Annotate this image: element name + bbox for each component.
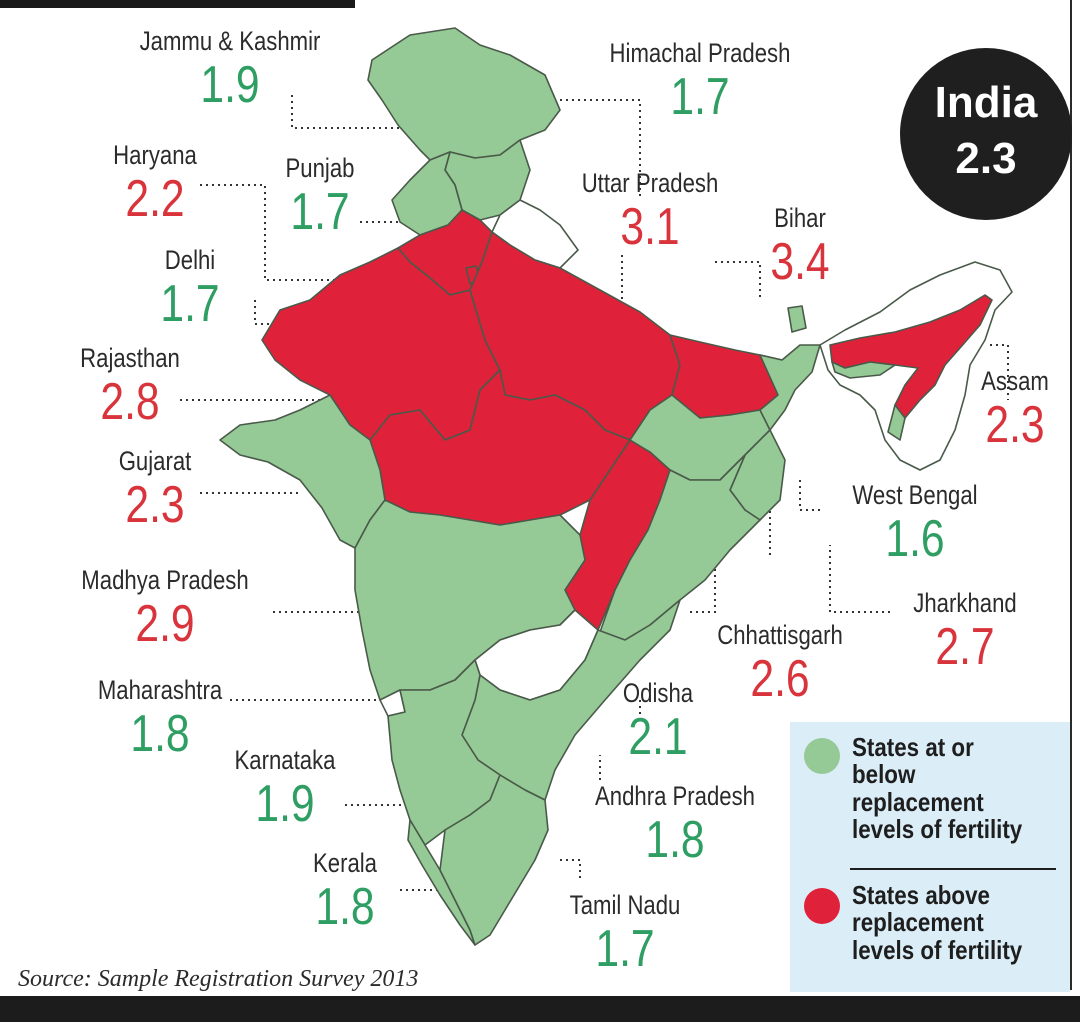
state-name: West Bengal	[852, 480, 978, 510]
label-punjab: Punjab 1.7	[250, 153, 390, 241]
state-name: Jammu & Kashmir	[139, 26, 321, 56]
green-dot-icon	[804, 738, 840, 774]
state-name: Gujarat	[118, 446, 192, 476]
region-gujarat	[219, 394, 386, 549]
region-jammu-kashmir	[367, 27, 561, 161]
region-odisha	[599, 454, 761, 641]
state-name: Karnataka	[234, 745, 336, 775]
label-karnataka: Karnataka 1.9	[205, 745, 365, 833]
fertility-value: 1.8	[315, 878, 375, 936]
bottom-bar	[0, 996, 1080, 1022]
label-jharkhand: Jharkhand 2.7	[870, 588, 1060, 676]
badge-country: India	[934, 78, 1038, 127]
state-name: Rajasthan	[80, 343, 180, 373]
fertility-value: 2.7	[935, 618, 995, 676]
label-tamil-nadu: Tamil Nadu 1.7	[545, 890, 705, 978]
india-average-badge: India 2.3	[900, 48, 1072, 220]
label-madhya-pradesh: Madhya Pradesh 2.9	[35, 565, 295, 653]
legend-divider	[850, 868, 1056, 870]
fertility-value: 1.7	[290, 183, 350, 241]
red-dot-icon	[804, 888, 840, 924]
state-name: Chhattisgarh	[717, 620, 843, 650]
fertility-value: 2.6	[750, 650, 810, 708]
fertility-value: 2.1	[628, 708, 688, 766]
legend-below-label: States at or below replacement levels of…	[852, 732, 1023, 844]
fertility-value: 2.8	[100, 373, 160, 431]
fertility-value: 1.8	[130, 705, 190, 763]
state-name: Madhya Pradesh	[81, 565, 249, 595]
state-name: Delhi	[164, 245, 216, 275]
legend: States at or below replacement levels of…	[790, 722, 1070, 992]
state-name: Odisha	[622, 678, 694, 708]
state-name: Uttar Pradesh	[581, 168, 719, 198]
fertility-value: 2.2	[125, 170, 185, 228]
region-meghalaya	[831, 361, 896, 379]
label-andhra-pradesh: Andhra Pradesh 1.8	[565, 781, 785, 869]
state-name: Kerala	[312, 848, 377, 878]
label-west-bengal: West Bengal 1.6	[800, 480, 1030, 568]
label-delhi: Delhi 1.7	[130, 245, 250, 333]
fertility-value: 1.6	[885, 510, 945, 568]
region-sikkim	[787, 305, 807, 333]
state-name: Assam	[981, 366, 1049, 396]
label-bihar: Bihar 3.4	[740, 203, 860, 291]
state-name: Maharashtra	[97, 675, 223, 705]
label-odisha: Odisha 2.1	[598, 678, 718, 766]
badge-value: 2.3	[955, 134, 1017, 183]
state-name: Tamil Nadu	[569, 890, 681, 920]
right-border-line	[1070, 0, 1072, 990]
label-chhattisgarh: Chhattisgarh 2.6	[675, 620, 885, 708]
fertility-value: 3.1	[620, 198, 680, 256]
label-rajasthan: Rajasthan 2.8	[40, 343, 220, 431]
label-uttar-pradesh: Uttar Pradesh 3.1	[535, 168, 765, 256]
fertility-value: 1.9	[255, 775, 315, 833]
region-tripura	[887, 404, 906, 441]
fertility-value: 2.3	[125, 476, 185, 534]
state-name: Bihar	[774, 203, 826, 233]
fertility-value: 1.7	[595, 920, 655, 978]
label-maharashtra: Maharashtra 1.8	[50, 675, 270, 763]
fertility-value: 2.9	[135, 595, 195, 653]
label-assam: Assam 2.3	[955, 366, 1075, 454]
fertility-value: 2.3	[985, 396, 1045, 454]
fertility-value: 1.9	[200, 56, 260, 114]
label-himachal-pradesh: Himachal Pradesh 1.7	[555, 38, 845, 126]
label-gujarat: Gujarat 2.3	[80, 446, 230, 534]
state-name: Haryana	[113, 140, 197, 170]
source-note: Source: Sample Registration Survey 2013	[18, 966, 419, 992]
label-kerala: Kerala 1.8	[285, 848, 405, 936]
label-jammu-kashmir: Jammu & Kashmir 1.9	[90, 26, 370, 114]
top-bar	[0, 0, 355, 8]
fertility-value: 1.7	[160, 275, 220, 333]
fertility-value: 1.8	[645, 811, 705, 869]
fertility-value: 1.7	[670, 68, 730, 126]
state-name: Punjab	[285, 153, 355, 183]
state-name: Himachal Pradesh	[609, 38, 791, 68]
label-haryana: Haryana 2.2	[60, 140, 250, 228]
state-name: Andhra Pradesh	[594, 781, 756, 811]
fertility-value: 3.4	[770, 233, 830, 291]
region-tamil-nadu	[439, 774, 549, 946]
legend-above-label: States above replacement levels of ferti…	[852, 880, 1023, 965]
state-name: Jharkhand	[913, 588, 1017, 618]
